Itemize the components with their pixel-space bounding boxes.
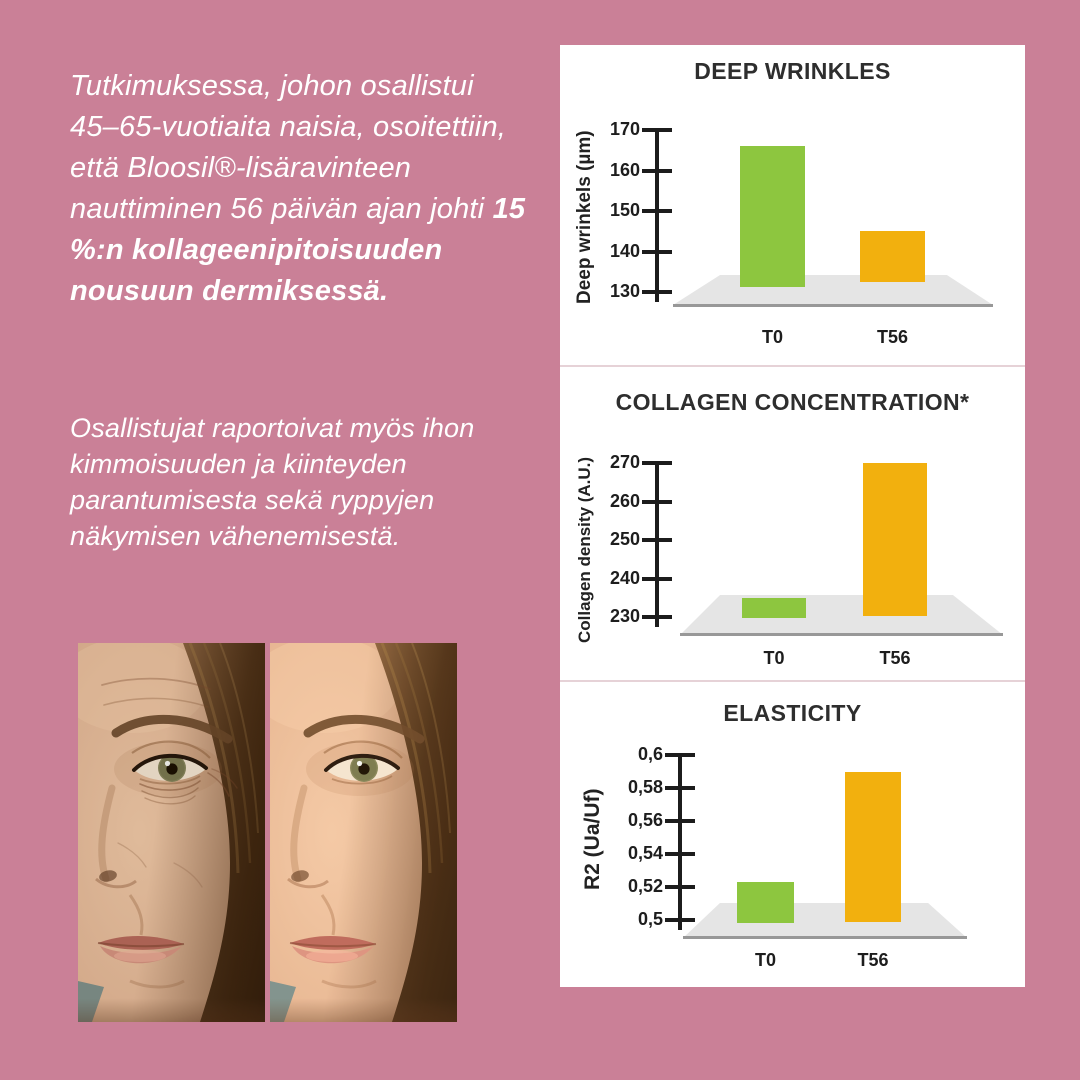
- y-axis-tick: [642, 615, 672, 619]
- y-axis-tick: [665, 852, 695, 856]
- y-axis-tick: [665, 786, 695, 790]
- x-axis-label-t0: T0: [763, 648, 785, 668]
- y-axis-tick: [642, 499, 672, 504]
- y-axis-tick-label: 140: [609, 240, 640, 261]
- y-axis-tick: [665, 918, 695, 922]
- y-axis-tick-label: 130: [609, 281, 640, 301]
- y-axis-label: R2 (Ua/Uf): [581, 788, 604, 891]
- y-axis-tick-label: 240: [609, 567, 640, 588]
- chart-divider: [560, 680, 1025, 682]
- y-axis-line: [655, 128, 659, 302]
- y-axis-tick-label: 170: [609, 119, 640, 139]
- y-axis-tick: [665, 819, 695, 823]
- y-axis-tick-label: 0,54: [627, 843, 663, 863]
- y-axis-tick: [642, 249, 672, 254]
- bar-t0: [740, 146, 805, 287]
- y-axis-tick: [642, 128, 672, 132]
- collagen-concentration-chart: COLLAGEN CONCENTRATION* Collagen density …: [560, 367, 1025, 680]
- y-axis-tick: [642, 576, 672, 581]
- chart-floor-baseline: [680, 633, 1003, 636]
- y-axis-tick-label: 0,6: [637, 744, 663, 764]
- x-axis-label-t0: T0: [761, 327, 783, 347]
- y-axis-tick: [642, 538, 672, 542]
- deep-wrinkles-chart: DEEP WRINKLES Deep wrinkels (µm) 170 160 150…: [560, 45, 1025, 365]
- bar-t56: [845, 771, 901, 922]
- y-axis-tick-label: 0,58: [627, 777, 663, 797]
- y-axis-tick-label: 160: [609, 159, 640, 180]
- y-axis-tick: [665, 753, 695, 757]
- x-axis-label-t56: T56: [879, 648, 911, 668]
- y-axis-line: [655, 461, 659, 627]
- chart-divider: [560, 365, 1025, 367]
- chart-floor: [680, 595, 1003, 635]
- y-axis-tick-label: 0,5: [637, 909, 663, 929]
- y-axis-tick: [642, 168, 672, 173]
- x-axis-label-t56: T56: [857, 950, 889, 970]
- y-axis-tick-label: 150: [609, 200, 640, 220]
- chart-title: COLLAGEN CONCENTRATION*: [615, 389, 970, 415]
- chart-floor: [673, 275, 993, 305]
- study-paragraph-bold: 15 %:n kollageenipitoisuuden nousuun der…: [70, 193, 526, 307]
- chart-floor-baseline: [683, 936, 967, 939]
- x-axis-label-t56: T56: [876, 327, 909, 347]
- y-axis-tick-label: 260: [609, 490, 640, 511]
- elasticity-chart: ELASTICITY R2 (Ua/Uf) 0,6 0,58 0,56 0,54 0,52 0…: [560, 682, 1025, 987]
- study-paragraph: Tutkimuksessa, johon osallistui 45–65-vu…: [70, 66, 528, 312]
- charts-panel: DEEP WRINKLES Deep wrinkels (µm) 170 160 150…: [560, 45, 1025, 987]
- y-axis-tick: [642, 461, 672, 465]
- bar-t56: [860, 231, 925, 282]
- y-axis-tick-label: 270: [609, 452, 640, 472]
- chart-floor: [683, 903, 967, 938]
- bar-t0: [742, 597, 806, 618]
- before-after-photos: [78, 643, 457, 1022]
- x-axis-label-t0: T0: [754, 950, 776, 970]
- chart-floor-baseline: [673, 304, 993, 307]
- y-axis-tick: [665, 885, 695, 889]
- bar-t0: [737, 882, 794, 923]
- y-axis-tick: [642, 209, 672, 213]
- y-axis-tick-label: 0,52: [627, 876, 663, 896]
- study-paragraph-regular: Tutkimuksessa, johon osallistui 45–65-vu…: [70, 70, 507, 225]
- after-photo: [270, 643, 457, 1022]
- y-axis-line: [678, 753, 682, 930]
- y-axis-tick: [642, 290, 672, 294]
- y-axis-tick-label: 230: [609, 606, 640, 626]
- chart-title: ELASTICITY: [723, 700, 862, 726]
- bar-t56: [863, 463, 927, 616]
- y-axis-tick-label: 0,56: [627, 810, 663, 830]
- y-axis-tick-label: 250: [609, 529, 640, 549]
- before-photo: [78, 643, 265, 1022]
- results-paragraph: Osallistujat raportoivat myös ihon kimmo…: [70, 413, 475, 551]
- chart-title: DEEP WRINKLES: [694, 58, 891, 84]
